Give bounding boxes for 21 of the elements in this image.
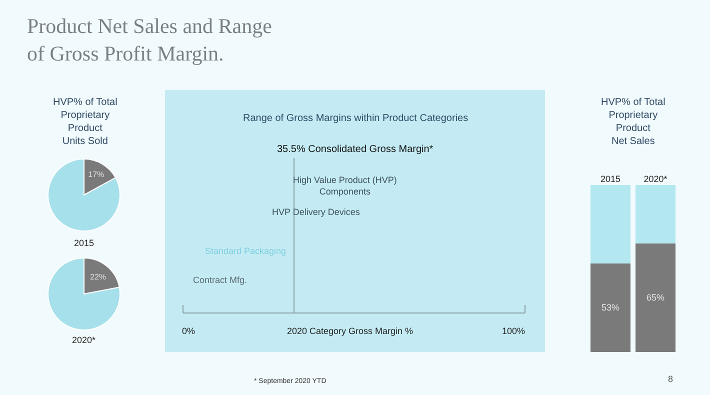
data-label: 17% (88, 170, 104, 179)
pie-slice (48, 258, 120, 330)
text: 2015 (74, 238, 94, 248)
text: High Value Product (HVP) Components (293, 175, 397, 197)
text: 2020* (72, 335, 96, 345)
text: Range of Gross Margins within Product Categories (243, 113, 468, 124)
text: 2020 Category Gross Margin % (287, 326, 414, 336)
text: 35.5% Consolidated Gross Margin* (277, 144, 434, 155)
text: 0% (182, 326, 196, 336)
chart-title: HVP% of Total Proprietary Product Net Sales (601, 97, 666, 147)
data-label: 65% (646, 292, 665, 303)
text: 8 (668, 374, 674, 384)
text: Contract Mfg. (193, 275, 248, 285)
text: HVP Delivery Devices (272, 207, 360, 217)
text: Product Net Sales and Range of Gross Profit Margin. (27, 14, 272, 66)
data-label: 53% (601, 302, 620, 313)
chart-title: HVP% of Total Proprietary Product Units Sold (53, 97, 118, 147)
data-label: 22% (90, 272, 106, 282)
text: 100% (502, 326, 526, 336)
pie-slice (48, 158, 120, 232)
text: Standard Packaging (205, 246, 286, 256)
